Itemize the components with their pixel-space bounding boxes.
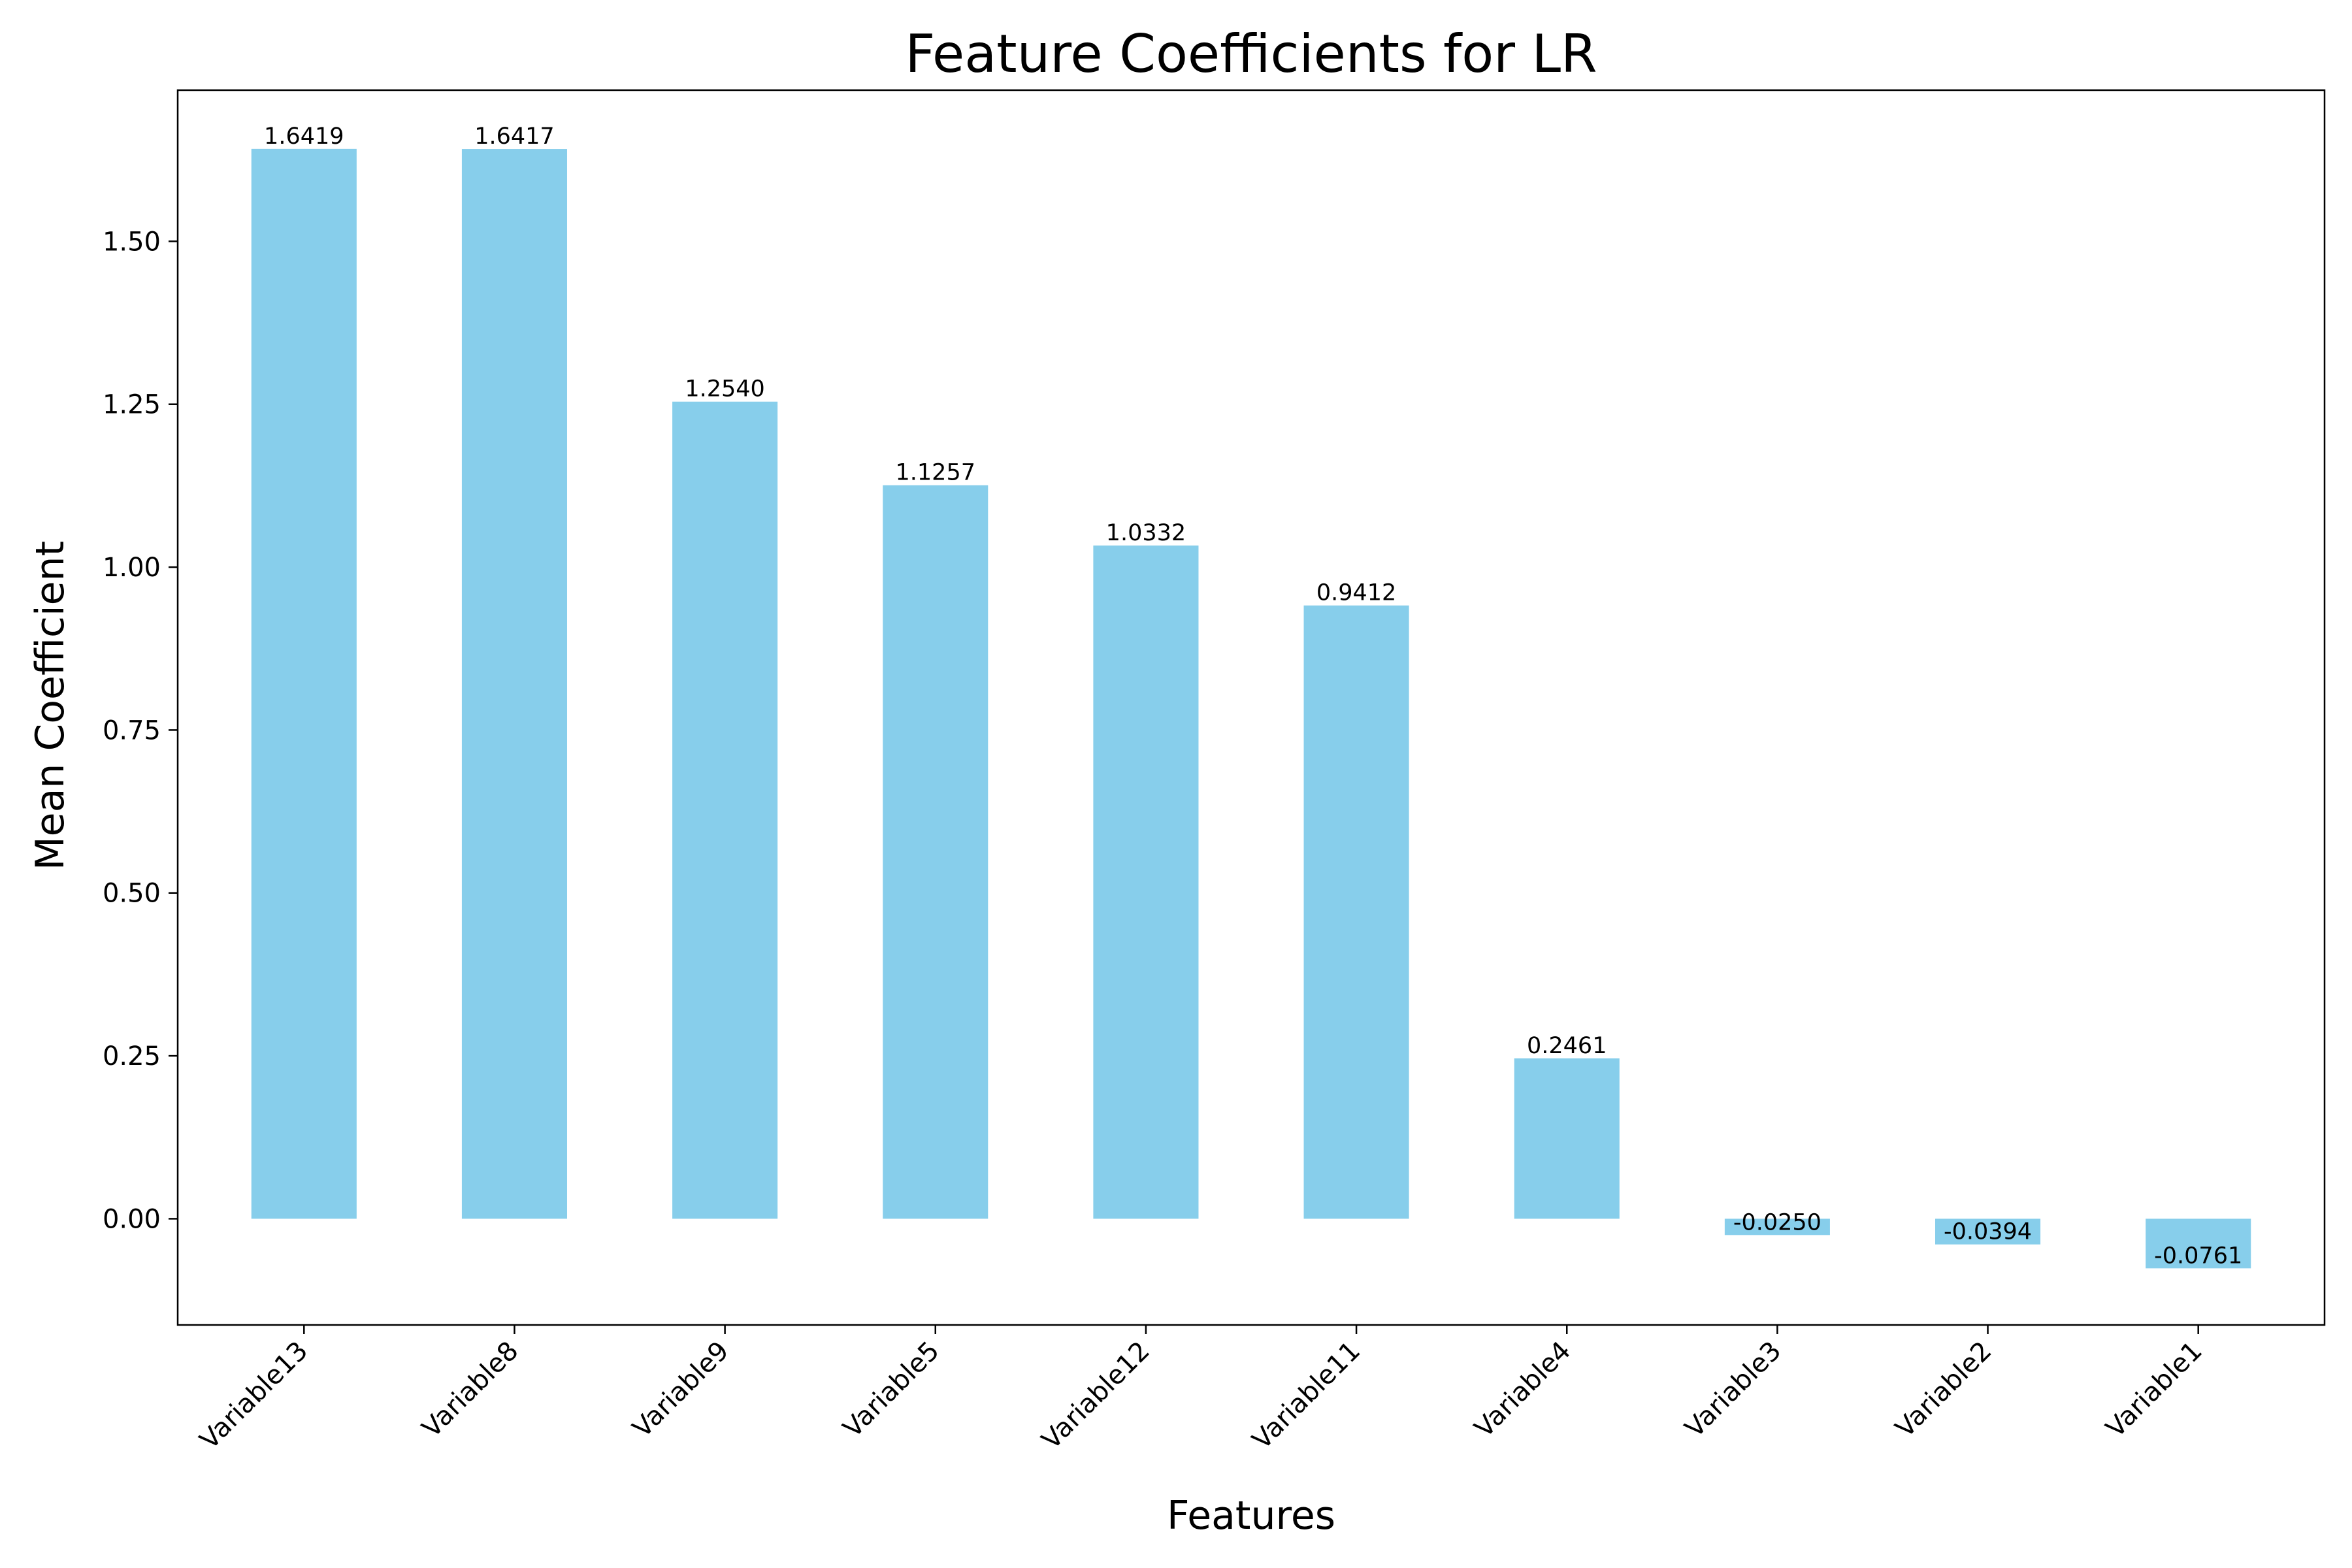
data-labels-layer: 1.6419 1.6417 1.2540 1.1257 1.0332 0.9412 0.24… <box>264 123 2242 1269</box>
x-tick-label-variable11: Variable11 <box>1247 1336 1366 1456</box>
y-axis-label: Mean Coefficient <box>27 541 73 870</box>
data-label-variable11: 0.9412 <box>1316 580 1396 606</box>
y-tick-label: 0.00 <box>103 1204 161 1234</box>
bar-variable9 <box>672 401 778 1219</box>
axes-layer: 0.00 0.25 0.50 0.75 1.00 1.25 1.50 Variable13 Va… <box>103 89 2326 1456</box>
x-tick-label-variable9: Variable9 <box>627 1336 735 1444</box>
y-tick-label: 0.50 <box>103 879 161 909</box>
bar-variable4 <box>1514 1058 1620 1219</box>
x-tick-label-variable1: Variable1 <box>2100 1336 2208 1444</box>
data-label-variable5: 1.1257 <box>896 460 975 486</box>
data-label-variable3: -0.0250 <box>1733 1209 1821 1235</box>
data-label-variable1: -0.0761 <box>2154 1243 2242 1269</box>
plot-frame <box>176 89 2326 1326</box>
data-label-variable12: 1.0332 <box>1106 520 1186 546</box>
bar-variable8 <box>461 149 567 1219</box>
x-tick-label-variable3: Variable3 <box>1679 1336 1787 1444</box>
data-label-variable9: 1.2540 <box>685 376 764 402</box>
x-tick-label-variable13: Variable13 <box>194 1336 314 1456</box>
data-label-variable4: 0.2461 <box>1527 1033 1607 1059</box>
bars-layer <box>251 148 2251 1269</box>
y-tick-label: 1.00 <box>103 553 161 583</box>
x-tick-label-variable5: Variable5 <box>838 1336 945 1444</box>
bar-variable13 <box>251 148 357 1219</box>
data-label-variable2: -0.0394 <box>1944 1219 2032 1245</box>
x-tick-label-variable12: Variable12 <box>1036 1336 1156 1456</box>
x-axis-label: Features <box>1167 1493 1335 1539</box>
bar-variable5 <box>883 485 988 1219</box>
bar-variable3 <box>1724 1218 1830 1235</box>
y-tick-label: 0.25 <box>103 1041 161 1071</box>
data-label-variable8: 1.6417 <box>474 123 554 150</box>
y-tick-label: 1.25 <box>103 390 161 420</box>
x-tick-label-variable8: Variable8 <box>416 1336 524 1444</box>
bar-variable11 <box>1303 605 1409 1219</box>
bar-variable2 <box>1935 1218 2041 1245</box>
chart-title: Feature Coefficients for LR <box>905 24 1597 84</box>
bar-variable1 <box>2146 1218 2251 1269</box>
x-tick-label-variable2: Variable2 <box>1890 1336 1998 1444</box>
x-tick-label-variable4: Variable4 <box>1469 1336 1576 1444</box>
y-tick-label: 1.50 <box>103 227 161 257</box>
bar-variable12 <box>1093 545 1199 1219</box>
data-label-variable13: 1.6419 <box>264 123 344 150</box>
y-tick-label: 0.75 <box>103 715 161 745</box>
